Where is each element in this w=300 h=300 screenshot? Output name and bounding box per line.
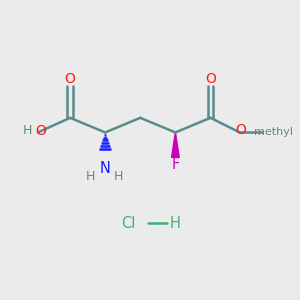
Text: H: H	[114, 170, 123, 183]
Text: H: H	[23, 124, 32, 137]
Text: O: O	[64, 72, 76, 86]
Text: O: O	[235, 123, 246, 137]
Text: H: H	[86, 170, 95, 183]
Polygon shape	[172, 132, 179, 157]
Text: H: H	[170, 216, 181, 231]
Text: Cl: Cl	[122, 216, 136, 231]
Text: N: N	[100, 160, 111, 175]
Text: O: O	[205, 72, 216, 86]
Text: F: F	[171, 157, 179, 172]
Text: O: O	[35, 124, 46, 138]
Text: methyl: methyl	[254, 128, 293, 137]
